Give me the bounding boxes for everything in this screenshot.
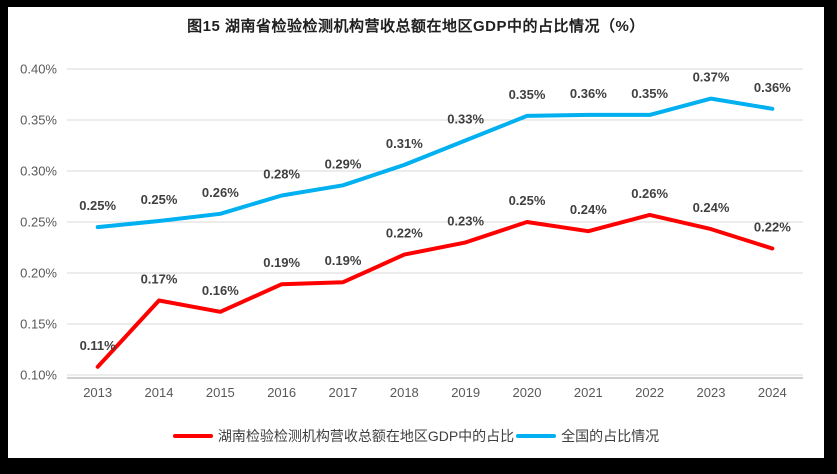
- y-tick-label: 0.30%: [20, 164, 57, 179]
- legend: 湖南检验检测机构营收总额在地区GDP中的占比 全国的占比情况: [8, 426, 824, 446]
- data-label: 0.28%: [263, 166, 300, 181]
- legend-label-national: 全国的占比情况: [561, 428, 660, 444]
- x-tick-label: 2019: [451, 385, 480, 400]
- legend-label-hunan: 湖南检验检测机构营收总额在地区GDP中的占比: [217, 428, 515, 444]
- x-tick-label: 2013: [83, 385, 112, 400]
- x-tick-label: 2024: [758, 385, 787, 400]
- data-label: 0.24%: [693, 200, 730, 215]
- data-label: 0.22%: [386, 226, 423, 241]
- national-series-swatch: [516, 434, 557, 438]
- data-label: 0.29%: [325, 156, 362, 171]
- data-label: 0.36%: [570, 86, 607, 101]
- data-label: 0.25%: [141, 192, 178, 207]
- hunan-series-swatch: [172, 434, 213, 438]
- data-label: 0.35%: [631, 86, 668, 101]
- x-tick-label: 2023: [697, 385, 726, 400]
- x-tick-label: 2014: [145, 385, 174, 400]
- y-tick-label: 0.40%: [20, 62, 57, 77]
- data-label: 0.25%: [79, 198, 116, 213]
- national-series-line: [95, 96, 775, 230]
- data-label: 0.22%: [754, 220, 791, 235]
- x-tick-label: 2016: [267, 385, 296, 400]
- chart-title: 图15 湖南省检验检测机构营收总额在地区GDP中的占比情况（%）: [187, 18, 645, 35]
- data-label: 0.31%: [386, 136, 423, 151]
- x-tick-label: 2020: [513, 385, 542, 400]
- hunan-series-line: [95, 212, 775, 369]
- data-label: 0.17%: [141, 272, 178, 287]
- y-tick-label: 0.35%: [20, 113, 57, 128]
- data-label: 0.16%: [202, 283, 239, 298]
- data-label: 0.23%: [447, 213, 484, 228]
- data-label: 0.25%: [509, 193, 546, 208]
- legend-item-national: 全国的占比情况: [516, 426, 659, 446]
- data-label: 0.19%: [263, 255, 300, 270]
- x-tick-label: 2017: [329, 385, 358, 400]
- data-label: 0.35%: [509, 87, 546, 102]
- legend-item-hunan: 湖南检验检测机构营收总额在地区GDP中的占比: [172, 426, 515, 446]
- x-tick-label: 2015: [206, 385, 235, 400]
- x-tick-label: 2018: [390, 385, 419, 400]
- data-label: 0.37%: [693, 70, 730, 85]
- y-tick-label: 0.25%: [20, 215, 57, 230]
- y-tick-label: 0.15%: [20, 317, 57, 332]
- y-tick-label: 0.20%: [20, 266, 57, 281]
- x-tick-label: 2022: [635, 385, 664, 400]
- x-tick-label: 2021: [574, 385, 603, 400]
- data-label: 0.19%: [325, 253, 362, 268]
- data-label: 0.26%: [631, 186, 668, 201]
- data-label: 0.26%: [202, 185, 239, 200]
- chart-plot: 0.40% 0.35% 0.30% 0.25% 0.20% 0.15% 0.10% 2013 2…: [20, 62, 803, 400]
- data-label: 0.36%: [754, 80, 791, 95]
- chart-frame: 图15 湖南省检验检测机构营收总额在地区GDP中的占比情况（%） 0.40% 0.…: [8, 7, 824, 458]
- y-tick-label: 0.10%: [20, 368, 57, 383]
- data-label: 0.24%: [570, 202, 607, 217]
- data-label: 0.11%: [80, 338, 117, 353]
- data-label: 0.33%: [447, 111, 484, 126]
